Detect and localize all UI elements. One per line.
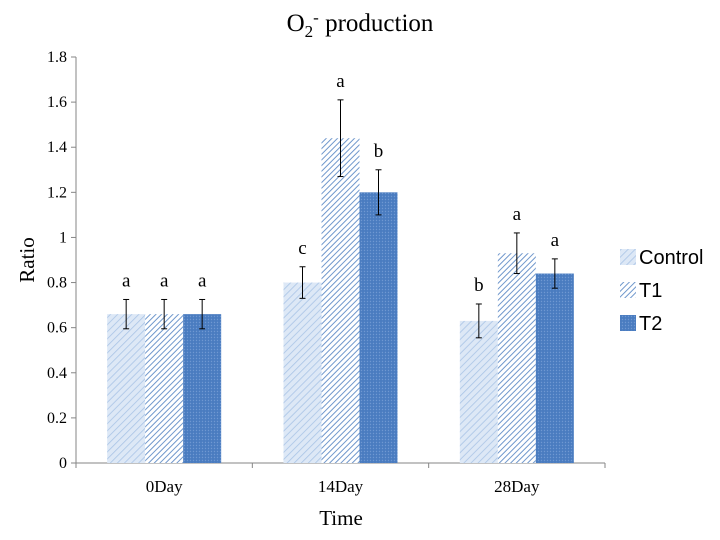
significance-label: a	[122, 270, 131, 291]
y-tick-label: 0.6	[47, 320, 67, 337]
bar-control	[283, 282, 322, 463]
chart-title: O2- production	[287, 8, 434, 41]
legend-swatch-t2	[620, 315, 636, 331]
significance-label: a	[160, 270, 169, 291]
y-tick-label: 0.4	[47, 365, 67, 382]
significance-label: a	[198, 270, 207, 291]
y-tick-label: 0.8	[47, 275, 67, 292]
legend-swatch-control	[620, 249, 636, 265]
significance-label: a	[551, 230, 560, 251]
axes: 0 0.2 0.4 0.6 0.8 1 1.2 1.4 1.6 1.8 0Day 14Day 28Day	[47, 49, 606, 496]
legend-label: Control	[639, 247, 703, 269]
title-text: O	[287, 10, 305, 37]
x-category-label: 14Day	[318, 477, 364, 496]
title-subscript: 2	[305, 22, 314, 41]
y-axis-title: Ratio	[15, 237, 39, 283]
legend: Control T1 T2	[620, 247, 703, 335]
title-suffix: production	[319, 10, 434, 37]
significance-label: a	[336, 71, 345, 92]
title-superscript: -	[313, 8, 319, 27]
bar-t1	[321, 138, 360, 463]
bar-control	[459, 320, 498, 463]
bars	[107, 138, 574, 464]
y-tick-label: 1.2	[47, 184, 67, 201]
significance-label: a	[513, 204, 522, 225]
significance-label: b	[474, 275, 484, 296]
error-bars	[123, 99, 558, 339]
legend-label: T1	[639, 280, 662, 302]
significance-labels: a c b a a a a b a	[122, 71, 560, 296]
bar-t2	[359, 192, 398, 464]
x-category-label: 28Day	[494, 477, 540, 496]
significance-label: b	[374, 141, 384, 162]
y-tick-label: 0	[59, 455, 67, 472]
y-tick-label: 1.8	[47, 49, 67, 66]
y-tick-label: 1.6	[47, 94, 67, 111]
bar-control	[107, 314, 146, 463]
bar-t1	[145, 314, 184, 463]
y-tick-label: 1.4	[47, 139, 67, 156]
bar-t2	[535, 273, 574, 463]
legend-swatch-t1	[620, 282, 636, 298]
bar-t1	[497, 253, 536, 463]
x-category-label: 0Day	[146, 477, 183, 496]
bar-t2	[183, 314, 222, 463]
x-axis-title: Time	[319, 506, 363, 530]
significance-label: c	[298, 238, 306, 259]
y-tick-label: 1	[59, 229, 67, 246]
legend-label: T2	[639, 313, 662, 335]
y-tick-label: 0.2	[47, 410, 67, 427]
